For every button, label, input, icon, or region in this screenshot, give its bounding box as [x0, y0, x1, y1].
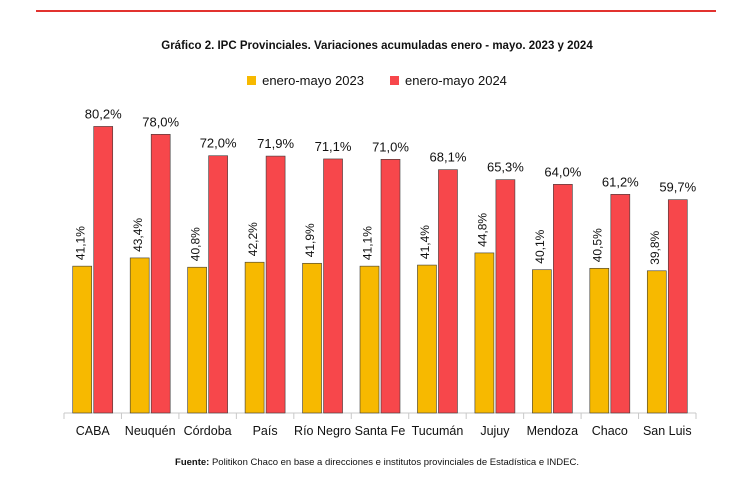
category-label: Mendoza [527, 424, 578, 438]
data-label-2023: 40,8% [188, 227, 202, 261]
bar-2023 [532, 269, 552, 414]
category-label: Río Negro [294, 424, 351, 438]
category-label: Córdoba [184, 424, 232, 438]
bar-2024 [380, 159, 401, 414]
bar-2023 [187, 266, 207, 414]
chart-legend: enero-mayo 2023 enero-mayo 2024 [0, 73, 754, 88]
data-label-2024: 59,7% [659, 180, 696, 195]
bar-2023 [302, 262, 322, 414]
data-label-2024: 80,2% [85, 106, 122, 121]
bar-2023 [646, 270, 667, 414]
bar-2024 [265, 155, 286, 414]
source-note: Fuente: Politikon Chaco en base a direcc… [0, 457, 754, 468]
data-label-2023: 44,8% [476, 213, 490, 247]
bar-2024 [667, 199, 688, 414]
category-label: Neuquén [125, 424, 176, 438]
bar-2023 [129, 257, 150, 414]
data-label-2023: 40,5% [590, 228, 604, 262]
legend-item-2024: enero-mayo 2024 [390, 73, 507, 88]
legend-item-2023: enero-mayo 2023 [247, 73, 364, 88]
bar-2024 [495, 179, 516, 414]
data-label-2024: 72,0% [200, 136, 237, 151]
bar-2023 [244, 261, 265, 414]
chart-title: Gráfico 2. IPC Provinciales. Variaciones… [161, 40, 593, 52]
category-label: Chaco [592, 424, 628, 438]
category-label: San Luis [643, 424, 692, 438]
bar-2024 [208, 155, 228, 414]
bar-2024 [610, 194, 631, 414]
data-label-2023: 41,9% [303, 223, 317, 257]
bar-2023 [417, 264, 437, 414]
data-label-2023: 39,8% [648, 230, 662, 264]
data-label-2024: 71,0% [372, 139, 409, 154]
bar-2023 [72, 265, 93, 414]
bar-2024 [93, 126, 114, 414]
source-label: Fuente: [175, 457, 210, 468]
top-accent-rule [36, 10, 716, 12]
bar-2024 [438, 169, 458, 414]
data-label-2024: 71,1% [315, 139, 352, 154]
legend-label-2023: enero-mayo 2023 [262, 73, 364, 88]
data-label-2023: 41,1% [361, 226, 375, 260]
bar-2023 [359, 265, 380, 414]
data-label-2024: 78,0% [142, 114, 179, 129]
legend-swatch-2023 [247, 76, 257, 85]
data-label-2023: 40,1% [533, 229, 547, 263]
data-label-2024: 71,9% [257, 136, 294, 151]
legend-swatch-2024 [390, 76, 399, 85]
legend-label-2024: enero-mayo 2024 [405, 73, 507, 88]
category-label: Santa Fe [355, 424, 406, 438]
bar-2024 [150, 133, 171, 414]
category-label: Jujuy [480, 424, 510, 438]
category-label: País [253, 424, 278, 438]
bar-2024 [553, 184, 573, 414]
data-label-2024: 64,0% [544, 164, 581, 179]
data-label-2024: 61,2% [602, 174, 639, 189]
data-label-2024: 65,3% [487, 160, 524, 175]
data-label-2023: 41,1% [73, 226, 87, 260]
data-label-2024: 68,1% [430, 150, 467, 165]
data-label-2023: 42,2% [246, 222, 260, 256]
source-text: Politikon Chaco en base a direcciones e … [209, 457, 579, 468]
bar-2023 [589, 267, 610, 414]
bar-2024 [323, 158, 343, 414]
category-label: CABA [76, 424, 111, 438]
category-label: Tucumán [412, 424, 464, 438]
data-label-2023: 41,4% [418, 225, 432, 259]
bar-2023 [474, 252, 495, 414]
data-label-2023: 43,4% [131, 218, 145, 252]
